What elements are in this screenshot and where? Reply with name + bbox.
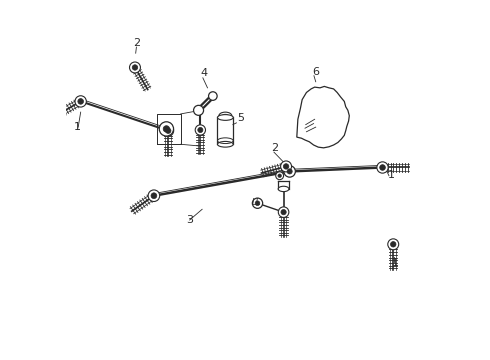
Text: 1: 1 [74,122,81,132]
Circle shape [278,207,289,217]
Circle shape [391,242,396,247]
Circle shape [198,127,203,132]
Circle shape [195,125,205,135]
Circle shape [252,198,263,208]
Text: 3: 3 [186,215,193,225]
Circle shape [151,193,157,199]
Text: 2: 2 [134,38,141,48]
Circle shape [284,166,295,177]
Text: 1: 1 [392,258,398,268]
Circle shape [278,174,281,177]
Ellipse shape [222,114,228,118]
Circle shape [78,99,83,104]
Circle shape [159,122,173,136]
Circle shape [388,239,399,250]
Polygon shape [297,86,349,148]
Circle shape [281,161,292,172]
Circle shape [132,65,138,70]
Circle shape [287,169,292,174]
Circle shape [283,164,289,169]
Circle shape [380,165,385,170]
Circle shape [255,201,260,206]
Ellipse shape [218,114,233,120]
Text: 5: 5 [237,113,244,123]
Circle shape [377,162,388,173]
Circle shape [194,105,203,115]
Ellipse shape [278,186,289,192]
Circle shape [75,96,86,107]
Circle shape [163,125,173,136]
Text: 1: 1 [388,170,395,180]
Ellipse shape [218,141,233,147]
Circle shape [209,92,217,100]
Circle shape [148,190,160,202]
Ellipse shape [219,112,232,119]
Text: 4: 4 [200,68,207,78]
Circle shape [129,62,141,73]
Circle shape [276,172,284,180]
Text: 6: 6 [312,67,319,77]
Circle shape [166,128,171,134]
Text: LL: LL [251,198,261,207]
Circle shape [163,126,170,132]
Text: 2: 2 [270,143,278,153]
Circle shape [281,210,286,215]
